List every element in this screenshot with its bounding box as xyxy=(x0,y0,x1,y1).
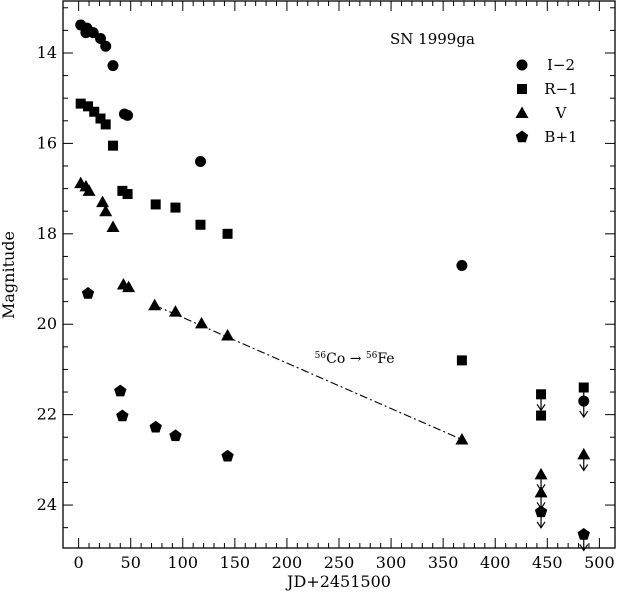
legend-marker xyxy=(515,106,529,118)
legend-marker xyxy=(515,130,529,143)
pentagon-point xyxy=(114,384,127,397)
triangle-point xyxy=(99,204,113,217)
circle-point xyxy=(194,155,206,167)
pentagon-upper-limit xyxy=(534,505,548,518)
y-tick-label: 18 xyxy=(37,224,57,243)
square-upper-limit xyxy=(536,389,547,400)
legend-label: B+1 xyxy=(544,128,577,146)
square-point xyxy=(150,199,161,210)
arrow-head xyxy=(579,397,589,405)
x-tick-labels: 0 50 100 150 200 250 300 350 400 450 500 xyxy=(74,553,615,572)
x-tick-label: 0 xyxy=(74,553,84,572)
annotation-part: 56 xyxy=(315,351,327,361)
x-tick-label: 250 xyxy=(324,553,355,572)
x-tick-label: 450 xyxy=(532,553,563,572)
plot-frame xyxy=(62,0,616,549)
x-tick-label: 150 xyxy=(220,553,251,572)
y-tick-label: 24 xyxy=(37,495,57,514)
y-tick-label: 14 xyxy=(37,43,57,62)
triangle-point xyxy=(195,316,209,329)
triangle-point xyxy=(122,280,136,293)
x-tick-label: 100 xyxy=(168,553,199,572)
square-point xyxy=(170,202,181,213)
pentagon-upper-limit xyxy=(577,527,590,540)
circle-point xyxy=(456,259,468,271)
triangle-point xyxy=(106,220,120,233)
x-tick-label: 50 xyxy=(121,553,141,572)
legend-label: R−1 xyxy=(544,80,577,98)
x-tick-label: 500 xyxy=(584,553,615,572)
x-axis-title: JD+2451500 xyxy=(285,572,391,591)
square-point xyxy=(536,410,547,421)
arrow-head xyxy=(536,521,546,529)
triangle-upper-limit xyxy=(534,467,548,480)
circle-point xyxy=(107,60,119,72)
square-point xyxy=(95,113,106,124)
pentagon-point xyxy=(221,449,234,462)
legend-label: V xyxy=(555,104,568,122)
data-markers xyxy=(74,19,591,552)
pentagon-point xyxy=(81,286,95,299)
square-point xyxy=(122,189,133,200)
arrow-head xyxy=(579,544,589,552)
circle-point xyxy=(100,40,112,52)
y-tick-label: 16 xyxy=(37,133,57,152)
triangle-point xyxy=(148,298,162,311)
triangle-point xyxy=(221,329,235,341)
arrow-head xyxy=(579,410,589,419)
pentagon-point xyxy=(116,409,129,422)
y-tick-label: 20 xyxy=(37,314,57,333)
square-point xyxy=(82,101,93,112)
legend-label: I−2 xyxy=(547,56,575,74)
y-tick-label: 22 xyxy=(37,405,57,424)
legend-marker xyxy=(516,59,528,71)
triangle-upper-limit xyxy=(534,485,548,498)
annotation-part: Fe xyxy=(377,351,394,367)
triangle-point xyxy=(168,305,182,317)
triangle-point xyxy=(96,195,110,208)
triangle-point xyxy=(455,433,469,445)
x-tick-label: 200 xyxy=(272,553,303,572)
y-tick-labels: 14 16 18 20 22 24 xyxy=(37,43,57,514)
axis-ticks xyxy=(63,1,615,548)
square-point xyxy=(456,355,467,366)
arrow-head xyxy=(579,464,589,472)
square-point xyxy=(222,228,233,239)
chart-title: SN 1999ga xyxy=(390,30,475,48)
circle-point xyxy=(94,33,106,45)
annotation-part: 56 xyxy=(366,351,378,361)
circle-point xyxy=(87,27,99,39)
square-point xyxy=(75,98,86,109)
pentagon-point xyxy=(149,420,162,433)
pentagon-point xyxy=(169,429,182,442)
arrow-head xyxy=(536,403,546,412)
x-tick-label: 350 xyxy=(428,553,459,572)
legend: I−2 R−1 V B+1 xyxy=(515,56,578,146)
square-point xyxy=(89,106,100,117)
y-axis-title: Magnitude xyxy=(0,231,18,319)
square-point xyxy=(107,140,118,151)
square-upper-limit xyxy=(578,382,589,393)
legend-marker xyxy=(517,84,527,94)
square-point xyxy=(195,219,206,230)
decay-annotation: 56Co → 56Fe xyxy=(315,351,395,367)
annotation-part: → xyxy=(345,351,366,367)
square-point xyxy=(100,119,111,130)
x-tick-label: 400 xyxy=(480,553,511,572)
x-tick-label: 300 xyxy=(376,553,407,572)
circle-point xyxy=(122,109,134,121)
annotation-part: Co xyxy=(326,351,345,367)
triangle-point xyxy=(82,184,96,196)
square-point xyxy=(117,185,128,196)
triangle-upper-limit xyxy=(577,447,591,460)
